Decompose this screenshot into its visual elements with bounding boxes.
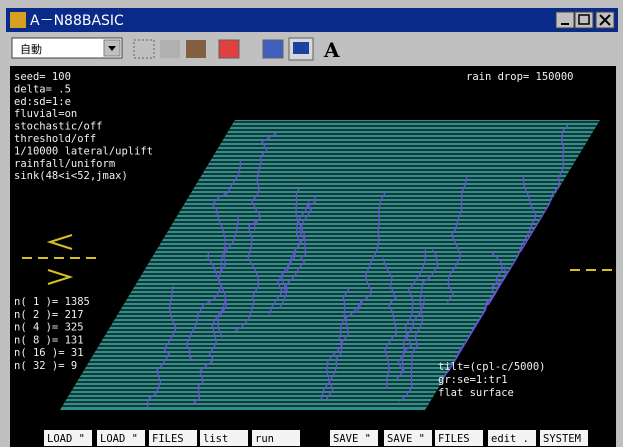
river (211, 159, 242, 273)
count-line: n( 2 )= 217 (14, 309, 84, 321)
tool-font[interactable]: A (323, 38, 340, 62)
function-key[interactable] (435, 430, 483, 446)
count-line: n( 1 )= 1385 (14, 296, 90, 308)
param-line: threshold/off (14, 133, 96, 145)
title-bar (6, 8, 618, 32)
arrow-left (46, 234, 73, 250)
param-line: rainfall/uniform (14, 158, 115, 170)
param-line: seed= 100 (14, 71, 71, 83)
function-key-label: FILES (438, 433, 470, 445)
function-key-label: LOAD " (47, 433, 85, 445)
river (446, 174, 469, 303)
river (439, 266, 506, 385)
function-key[interactable] (200, 430, 248, 446)
arrow-right (47, 269, 74, 285)
river (268, 199, 311, 315)
function-key-label: SYSTEM (543, 433, 581, 445)
maximize-glyph (578, 14, 590, 25)
toolbar: A (133, 37, 340, 62)
tool-window[interactable] (262, 39, 284, 59)
mode-text: 自動 (20, 42, 42, 56)
count-line: n( 4 )= 325 (14, 322, 84, 334)
param-line: sink(48<i<52,jmax) (14, 170, 128, 182)
river (325, 299, 363, 400)
tool-copy[interactable] (160, 40, 180, 58)
function-key[interactable] (384, 430, 432, 446)
river (185, 251, 222, 362)
function-key[interactable] (97, 430, 145, 446)
count-line: n( 16 )= 31 (14, 347, 84, 359)
note-line: tilt=(cpl-c/5000) (438, 361, 545, 373)
river (217, 214, 240, 339)
river (282, 188, 307, 294)
window-buttons[interactable] (555, 11, 615, 29)
river (488, 175, 537, 305)
arrow-glyph (108, 46, 116, 51)
param-line: fluvial=on (14, 108, 77, 120)
minimize-button[interactable] (555, 11, 575, 29)
river (250, 131, 278, 231)
river (519, 124, 569, 253)
tool-dice[interactable] (218, 39, 240, 59)
function-key[interactable] (488, 430, 536, 446)
function-key-label: LOAD " (100, 433, 138, 445)
function-key-label: edit . (491, 433, 529, 445)
close-glyph (599, 14, 611, 26)
river (397, 249, 439, 374)
function-key-label: SAVE " (333, 433, 371, 445)
function-key[interactable] (149, 430, 197, 446)
function-key[interactable] (44, 430, 92, 446)
indicators (22, 234, 616, 285)
param-line: delta= .5 (14, 83, 71, 95)
rain-drop: rain drop= 150000 (466, 71, 573, 83)
function-key-label: run (255, 433, 274, 445)
tool-select[interactable] (133, 39, 155, 59)
river (234, 220, 259, 332)
param-line: ed:sd=1:e (14, 96, 71, 108)
function-key-label: FILES (152, 433, 184, 445)
note-line: flat surface (438, 387, 514, 399)
count-line: n( 8 )= 131 (14, 334, 84, 346)
river (356, 191, 387, 314)
window-title: A－N88BASIC (30, 13, 124, 29)
river (278, 195, 317, 310)
function-key[interactable] (540, 430, 588, 446)
river (395, 249, 427, 381)
terrain-lines (62, 121, 599, 408)
param-line: 1/10000 lateral/uplift (14, 145, 153, 157)
function-key-label: SAVE " (387, 433, 425, 445)
note-line: gr:se=1:tr1 (438, 374, 508, 386)
function-key-label: list (203, 433, 228, 445)
river (382, 257, 398, 389)
count-line: n( 32 )= 9 (14, 360, 77, 372)
param-line: stochastic/off (14, 121, 103, 133)
mode-combo[interactable] (11, 37, 123, 59)
tool-paste[interactable] (186, 40, 206, 58)
river (398, 298, 426, 403)
app-icon (10, 12, 26, 28)
river (146, 285, 177, 408)
function-key[interactable] (252, 430, 300, 446)
function-keys: LOAD " LOAD " FILES list run SAVE " SAVE " FILE… (44, 430, 588, 446)
function-key[interactable] (330, 430, 378, 446)
tool-screen-glyph (293, 42, 309, 54)
river (192, 299, 226, 405)
